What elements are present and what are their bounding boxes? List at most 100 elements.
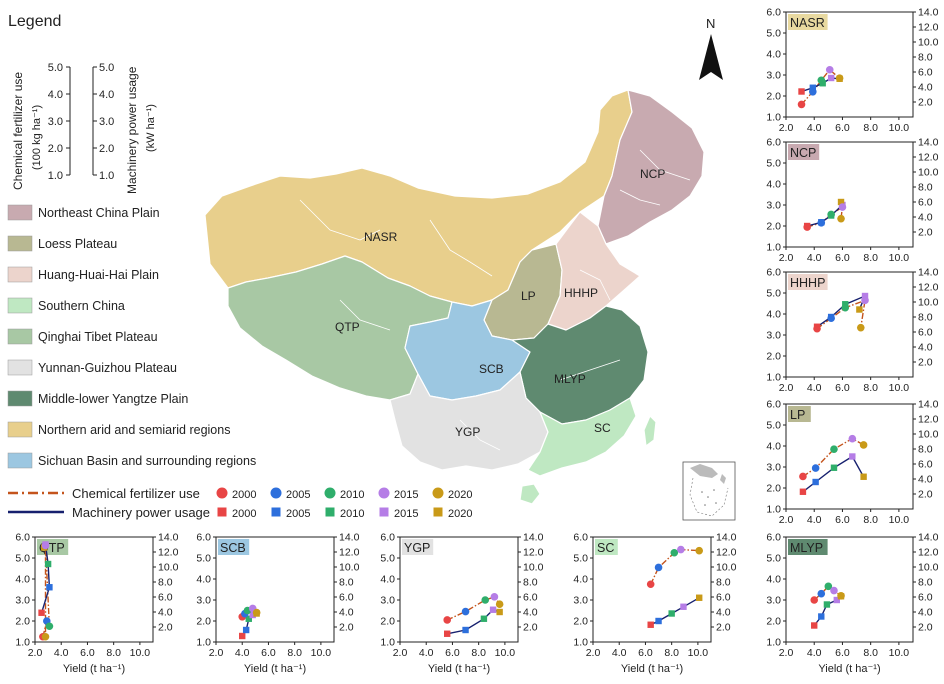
south-china-sea-inset xyxy=(682,461,736,521)
machinery-point-2000 xyxy=(647,621,654,628)
map-label-lp: LP xyxy=(521,289,536,303)
x-tick-label: 8.0 xyxy=(863,122,878,134)
y-left-tick-label: 6.0 xyxy=(15,532,30,544)
machinery-point-2000 xyxy=(811,622,818,629)
y-left-tick-label: 6.0 xyxy=(766,267,781,279)
legend-region-label: Huang-Huai-Hai Plain xyxy=(38,268,159,282)
chart-title-bg xyxy=(788,274,828,290)
machinery-point-2005 xyxy=(812,478,819,486)
machinery-point-2015 xyxy=(680,603,687,610)
y-right-tick-label: 10.0 xyxy=(716,562,737,574)
y-left-tick-label: 2.0 xyxy=(573,616,588,628)
x-tick-label: 4.0 xyxy=(807,122,822,134)
fertilizer-point-2015 xyxy=(41,541,50,550)
machinery-point-2005 xyxy=(242,626,250,634)
machinery-point-2020 xyxy=(856,306,863,313)
y-left-tick-label: 5.0 xyxy=(766,158,781,170)
x-tick-label: 2.0 xyxy=(28,647,43,659)
series-line-fertilizer xyxy=(42,545,51,637)
y-right-tick-label: 14.0 xyxy=(918,137,939,149)
swatch-sichuan-basin xyxy=(7,452,33,469)
y-left-tick-label: 6.0 xyxy=(573,532,588,544)
y-right-tick-label: 14.0 xyxy=(918,267,939,279)
y-left-tick-label: 2.0 xyxy=(766,616,781,628)
y-right-tick-label: 8.0 xyxy=(918,312,933,324)
swatch-southern-china xyxy=(7,297,33,314)
x-tick-label: 8.0 xyxy=(106,647,121,659)
y-right-tick-label: 8.0 xyxy=(918,577,933,589)
x-tick-label: 4.0 xyxy=(807,647,822,659)
plot-frame xyxy=(785,11,914,118)
y-left-tick-label: 3.0 xyxy=(766,330,781,342)
chart-title: YGP xyxy=(404,541,430,555)
y-right-tick-label: 8.0 xyxy=(158,577,173,589)
chart-title-bg xyxy=(788,539,828,555)
y-right-tick-label: 6.0 xyxy=(339,592,354,604)
y-left-tick-label: 5.0 xyxy=(196,553,211,565)
y-right-tick-label: 10.0 xyxy=(918,167,939,179)
y-right-tick-label: 8.0 xyxy=(918,444,933,456)
x-tick-label: 10.0 xyxy=(889,514,910,526)
fertilizer-point-2020 xyxy=(495,600,504,608)
x-axis-label: Yield (t ha⁻¹) xyxy=(244,663,306,675)
region-sc-hainan xyxy=(519,483,541,505)
fertilizer-point-2005 xyxy=(654,563,663,572)
y-left-tick-label: 5.0 xyxy=(766,288,781,300)
legend-region-label: Southern China xyxy=(38,299,125,313)
fertilizer-point-2000 xyxy=(810,596,819,604)
map-label-qtp: QTP xyxy=(335,320,360,334)
machinery-point-2005 xyxy=(655,617,662,625)
fertilizer-point-2015 xyxy=(490,593,499,601)
fertilizer-point-2005 xyxy=(817,589,826,598)
map-label-ygp: YGP xyxy=(455,425,480,439)
y-left-tick-label: 2.0 xyxy=(15,616,30,628)
y-left-tick-label: 4.0 xyxy=(766,309,781,321)
legend-fert-label: Chemical fertilizer use xyxy=(72,486,200,501)
y-right-tick-label: 10.0 xyxy=(918,37,939,49)
y-left-tick-label: 6.0 xyxy=(766,399,781,411)
legend-mach-tick: 1.0 xyxy=(99,170,114,182)
y-right-tick-label: 8.0 xyxy=(918,182,933,194)
legend-fert-marker-2010 xyxy=(324,487,336,499)
fertilizer-point-2015 xyxy=(838,203,847,211)
fertilizer-point-2015 xyxy=(848,434,857,443)
y-left-tick-label: 6.0 xyxy=(766,7,781,19)
legend-mach-year-2000: 2000 xyxy=(232,508,256,520)
legend-fert-tick: 5.0 xyxy=(48,62,63,74)
x-tick-label: 6.0 xyxy=(80,647,95,659)
legend-mach-marker-2015 xyxy=(379,507,389,517)
fertilizer-point-2005 xyxy=(811,464,820,472)
x-tick-label: 8.0 xyxy=(863,382,878,394)
legend-mach-marker-2020 xyxy=(433,507,443,517)
y-right-tick-label: 6.0 xyxy=(918,197,933,209)
y-right-tick-label: 6.0 xyxy=(523,592,538,604)
y-right-tick-label: 2.0 xyxy=(918,622,933,634)
fertilizer-point-2000 xyxy=(646,580,655,589)
y-left-tick-label: 1.0 xyxy=(766,637,781,649)
y-left-tick-label: 3.0 xyxy=(573,595,588,607)
legend-fert-tick: 2.0 xyxy=(48,143,63,155)
legend-series: Chemical fertilizer use Machinery power … xyxy=(8,486,472,520)
y-right-tick-label: 8.0 xyxy=(716,577,731,589)
y-right-tick-label: 2.0 xyxy=(918,97,933,109)
y-right-tick-label: 6.0 xyxy=(918,67,933,79)
y-left-tick-label: 3.0 xyxy=(766,70,781,82)
china-map xyxy=(204,89,705,505)
y-right-tick-label: 12.0 xyxy=(158,547,179,559)
legend-fert-marker-2000 xyxy=(216,487,228,499)
y-right-tick-label: 10.0 xyxy=(918,562,939,574)
x-tick-label: 4.0 xyxy=(807,382,822,394)
y-right-tick-label: 10.0 xyxy=(918,297,939,309)
fertilizer-point-2005 xyxy=(827,314,835,323)
machinery-point-2010 xyxy=(830,464,838,471)
legend-fert-tick: 3.0 xyxy=(48,116,63,128)
map-label-scb: SCB xyxy=(479,362,504,376)
machinery-point-2015 xyxy=(827,74,835,82)
y-right-tick-label: 8.0 xyxy=(918,52,933,64)
legend-fert-marker-2005 xyxy=(270,487,282,499)
y-right-tick-label: 14.0 xyxy=(918,399,939,411)
chart-title-bg xyxy=(218,539,250,555)
fertilizer-point-2000 xyxy=(799,472,807,481)
